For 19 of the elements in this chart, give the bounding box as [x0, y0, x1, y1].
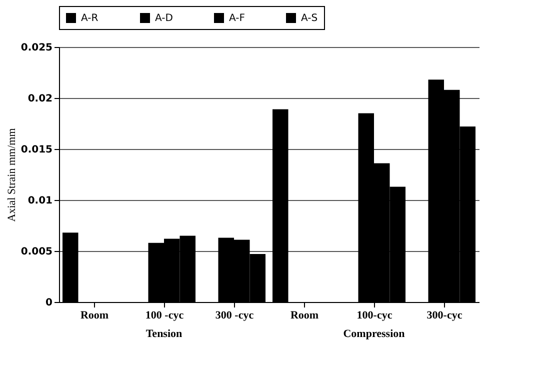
- x-tick-label: 100 -cyc: [145, 310, 184, 322]
- text: Tension: [146, 328, 182, 340]
- y-tick-label: 0.02: [28, 94, 53, 104]
- legend-label: A-R: [81, 13, 98, 24]
- x-tick-label: 300 -cyc: [215, 310, 254, 322]
- y-tick-label: 0.015: [20, 144, 53, 156]
- y-axis-title: Axial Strain mm/mm: [6, 128, 18, 222]
- legend-label: A-F: [229, 13, 246, 24]
- y-tick-label: 0: [46, 298, 53, 308]
- x-tick-label: Room: [290, 310, 319, 322]
- legend-label: A-D: [155, 13, 174, 24]
- x-tick-label: Room: [80, 310, 109, 322]
- x-tick-label: 300-cyc: [426, 310, 462, 322]
- y-tick-label: 0.025: [20, 42, 53, 54]
- y-tick-label: 0.01: [28, 196, 53, 206]
- legend-label: A-S: [301, 13, 318, 24]
- text: Compression: [343, 328, 405, 340]
- x-tick-label: 100-cyc: [356, 310, 392, 322]
- y-tick-label: 0.005: [20, 246, 53, 258]
